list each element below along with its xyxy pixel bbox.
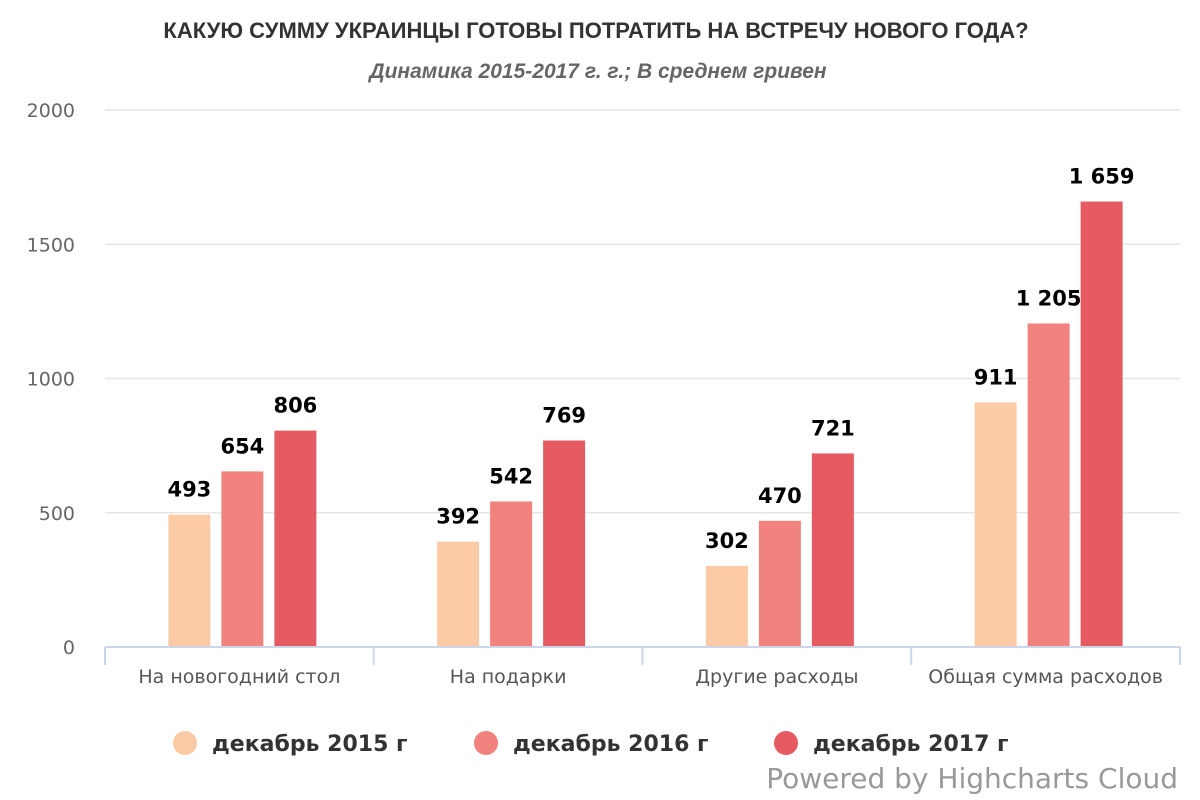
bar[interactable] bbox=[974, 402, 1017, 647]
y-tick-label: 500 bbox=[39, 503, 75, 525]
data-label: 1 205 bbox=[1016, 286, 1082, 310]
legend[interactable]: декабрь 2015 г декабрь 2016 г декабрь 2017… bbox=[173, 731, 1009, 757]
bar[interactable] bbox=[274, 430, 317, 647]
grid-lines bbox=[105, 109, 1180, 514]
data-label: 806 bbox=[273, 394, 317, 418]
legend-label: декабрь 2015 г bbox=[212, 732, 408, 757]
data-label: 1 659 bbox=[1069, 165, 1135, 189]
x-tick-label: На подарки bbox=[450, 666, 567, 688]
bar[interactable] bbox=[1027, 323, 1070, 647]
y-tick-label: 2000 bbox=[27, 100, 75, 122]
data-label: 542 bbox=[489, 464, 533, 488]
x-tick-label: На новогодний стол bbox=[138, 666, 340, 688]
bar[interactable] bbox=[705, 565, 748, 647]
bar[interactable] bbox=[437, 541, 480, 647]
y-tick-label: 1500 bbox=[27, 234, 75, 256]
legend-item[interactable]: декабрь 2017 г bbox=[774, 731, 1009, 757]
legend-item[interactable]: декабрь 2016 г bbox=[474, 731, 709, 757]
legend-marker bbox=[774, 731, 798, 755]
chart-title: КАКУЮ СУММУ УКРАИНЦЫ ГОТОВЫ ПОТРАТИТЬ НА… bbox=[163, 18, 1028, 43]
x-axis: На новогодний стол На подарки Другие расхо… bbox=[104, 646, 1181, 688]
legend-label: декабрь 2017 г bbox=[813, 732, 1009, 757]
bar[interactable] bbox=[1080, 201, 1123, 647]
credits-link[interactable]: Powered by Highcharts Cloud bbox=[766, 762, 1178, 795]
bar[interactable] bbox=[543, 440, 586, 647]
data-label: 654 bbox=[220, 434, 264, 458]
bar[interactable] bbox=[168, 514, 211, 647]
data-label: 911 bbox=[974, 365, 1018, 389]
bar[interactable] bbox=[490, 501, 533, 647]
y-tick-label: 0 bbox=[63, 637, 75, 659]
data-label: 769 bbox=[542, 404, 586, 428]
bars bbox=[168, 201, 1123, 647]
legend-label: декабрь 2016 г bbox=[513, 732, 709, 757]
bar[interactable] bbox=[811, 453, 854, 647]
x-tick-label: Другие расходы bbox=[695, 666, 858, 688]
data-label: 493 bbox=[167, 478, 211, 502]
chart-subtitle: Динамика 2015-2017 г. г.; В среднем грив… bbox=[367, 60, 826, 83]
legend-marker bbox=[474, 731, 498, 755]
data-label: 470 bbox=[758, 484, 802, 508]
y-axis-ticks: 0 500 1000 1500 2000 bbox=[27, 100, 75, 659]
data-label: 302 bbox=[705, 529, 749, 553]
data-label: 721 bbox=[811, 416, 855, 440]
data-label: 392 bbox=[436, 505, 480, 529]
legend-marker bbox=[173, 731, 197, 755]
y-tick-label: 1000 bbox=[27, 369, 75, 391]
bar[interactable] bbox=[221, 471, 264, 647]
bar[interactable] bbox=[758, 520, 801, 647]
data-labels: 493 392 302 911 654 542 470 1 205 806 769 721 1 659 bbox=[167, 165, 1134, 553]
x-tick-label: Общая сумма расходов bbox=[928, 666, 1163, 688]
legend-item[interactable]: декабрь 2015 г bbox=[173, 731, 408, 757]
